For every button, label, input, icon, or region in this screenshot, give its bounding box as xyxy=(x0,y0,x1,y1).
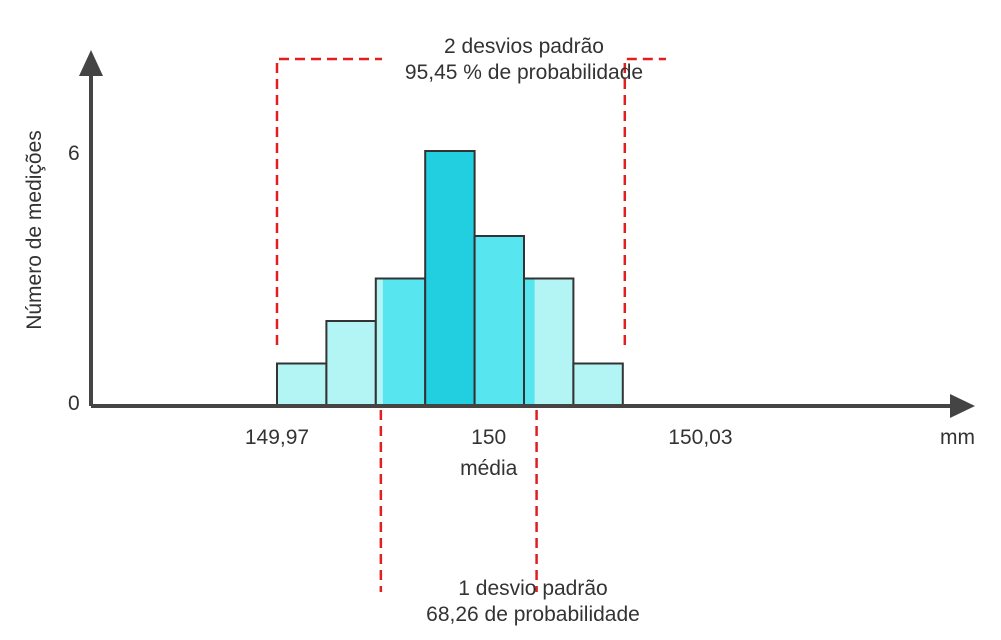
histogram-bar-6-one-sigma-fill xyxy=(524,278,535,406)
y-tick-label-6: 6 xyxy=(68,142,80,165)
histogram-bar-1 xyxy=(277,363,327,406)
histogram-bar-5-one-sigma-fill xyxy=(474,236,524,406)
histogram-bar-4 xyxy=(425,151,475,406)
x-unit-label: mm xyxy=(940,426,975,449)
two-sigma-left-bracket xyxy=(275,57,382,345)
two-sigma-annotation: 2 desvios padrão 95,45 % de probabilidad… xyxy=(405,34,643,86)
two-sigma-line1: 2 desvios padrão xyxy=(444,35,604,58)
y-tick-label-0: 0 xyxy=(68,392,80,415)
histogram-bar-3-one-sigma-fill xyxy=(382,278,426,406)
x-tick-label-150: 150 xyxy=(471,426,507,449)
two-sigma-line2: 95,45 % de probabilidade xyxy=(404,61,644,84)
bars-group xyxy=(276,150,624,407)
one-sigma-line1: 1 desvio padrão xyxy=(458,577,608,600)
histogram-bar-2 xyxy=(326,321,376,406)
one-sigma-annotation: 1 desvio padrão 68,26 de probabilidade xyxy=(426,576,640,628)
x-axis-arrow xyxy=(950,394,975,418)
x-tick-label-149-97: 149,97 xyxy=(244,426,310,449)
one-sigma-line2: 68,26 de probabilidade xyxy=(426,603,640,626)
histogram-bar-7 xyxy=(573,363,623,406)
mean-label: média xyxy=(460,457,518,480)
y-axis-arrow xyxy=(79,50,103,76)
dashed-lines-group xyxy=(275,57,666,592)
y-axis-label: Número de medições xyxy=(23,130,46,330)
two-sigma-right-bracket xyxy=(623,57,666,345)
axes-group xyxy=(79,50,975,418)
x-tick-label-150-03: 150,03 xyxy=(668,426,733,449)
